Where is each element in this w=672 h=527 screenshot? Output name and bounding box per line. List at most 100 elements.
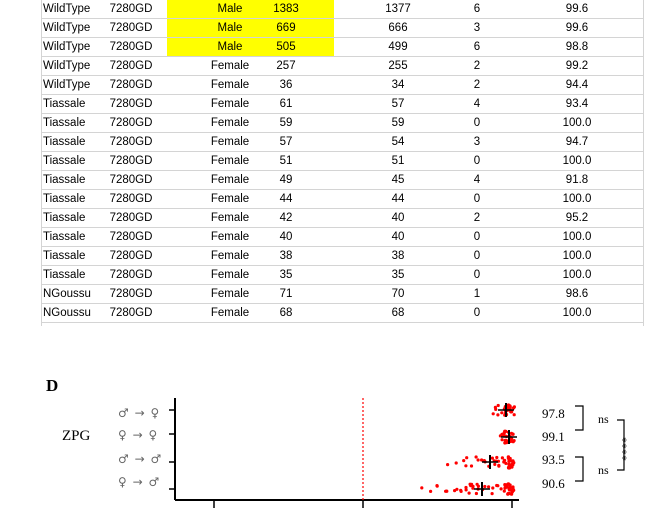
cell-survived: 1377: [385, 3, 411, 15]
cell-line: 7280GD: [109, 269, 153, 281]
cell-strain: WildType: [43, 60, 91, 72]
cell-line: 7280GD: [109, 212, 153, 224]
cell-total: 71: [279, 288, 293, 300]
table-row: Tiassale 7280GD Female 61 57 4 93.4: [41, 95, 644, 114]
cell-sex: Male: [167, 19, 333, 37]
group-label: ZPG: [62, 428, 91, 444]
cell-survived: 666: [388, 22, 408, 34]
cell-sex: Female: [167, 152, 333, 170]
cell-percent: 100.0: [562, 269, 592, 281]
cell-dead: 0: [473, 269, 481, 281]
cell-dead: 6: [473, 3, 481, 15]
cell-sex-text: Female: [210, 193, 250, 205]
cell-total: 669: [276, 22, 296, 34]
data-point: [491, 486, 495, 490]
cell-survived: 68: [391, 307, 405, 319]
data-point: [454, 461, 458, 465]
cell-sex-text: Female: [210, 307, 250, 319]
cell-dead: 6: [473, 41, 481, 53]
cell-percent: 91.8: [565, 174, 589, 186]
cell-percent: 95.2: [565, 212, 589, 224]
cell-sex-text: Female: [210, 155, 250, 167]
cell-percent: 98.8: [565, 41, 589, 53]
cell-sex: Female: [167, 171, 333, 189]
data-point: [469, 484, 473, 488]
cell-percent: 99.6: [565, 22, 589, 34]
table-row: Tiassale 7280GD Female 38 38 0 100.0: [41, 247, 644, 266]
cell-sex: Female: [167, 247, 333, 265]
data-point: [512, 439, 516, 443]
data-point: [480, 458, 484, 462]
cell-strain: WildType: [43, 22, 91, 34]
data-point: [493, 462, 497, 466]
cell-survived: 35: [391, 269, 405, 281]
cell-survived: 44: [391, 193, 405, 205]
data-point: [496, 403, 500, 408]
cell-total: 42: [279, 212, 293, 224]
cell-total: 49: [279, 174, 293, 186]
table-row: Tiassale 7280GD Female 57 54 3 94.7: [41, 133, 644, 152]
significance-label-lower: ns: [598, 463, 609, 477]
cross-label: ♂ → ♂: [118, 452, 163, 466]
data-point: [462, 459, 466, 463]
highlight-cell: [167, 19, 334, 37]
data-point: [509, 492, 514, 496]
bracket-overall: [617, 419, 625, 471]
data-point: [496, 484, 500, 488]
cell-dead: 3: [473, 136, 481, 148]
cell-line: 7280GD: [109, 117, 153, 129]
bracket-upper: [575, 405, 584, 431]
table-row: Tiassale 7280GD Female 59 59 0 100.0: [41, 114, 644, 133]
cell-sex: Male: [167, 38, 333, 56]
data-point: [446, 463, 450, 467]
cell-percent: 100.0: [562, 117, 592, 129]
cell-line: 7280GD: [109, 193, 153, 205]
cell-sex: Female: [167, 57, 333, 75]
cell-survived: 38: [391, 250, 405, 262]
cell-line: 7280GD: [109, 231, 153, 243]
cell-sex: Female: [167, 266, 333, 284]
data-point: [467, 491, 471, 495]
cell-strain: Tiassale: [43, 174, 86, 186]
data-point: [474, 491, 478, 496]
cell-total: 68: [279, 307, 293, 319]
table-row: WildType 7280GD Female 36 34 2 94.4: [41, 76, 644, 95]
data-point: [464, 485, 468, 490]
cell-percent: 94.7: [565, 136, 589, 148]
cell-dead: 4: [473, 174, 481, 186]
data-point: [429, 489, 433, 493]
data-point: [511, 485, 515, 489]
data-points: [420, 403, 517, 496]
cell-strain: Tiassale: [43, 117, 86, 129]
data-point: [500, 456, 504, 460]
data-point: [420, 486, 424, 490]
cell-sex-text: Female: [210, 79, 250, 91]
cell-sex: Female: [167, 76, 333, 94]
cell-sex: Female: [167, 95, 333, 113]
table-row: Tiassale 7280GD Female 44 44 0 100.0: [41, 190, 644, 209]
data-point: [507, 459, 511, 463]
cell-percent: 98.6: [565, 288, 589, 300]
cell-strain: Tiassale: [43, 155, 86, 167]
cell-line: 7280GD: [109, 79, 153, 91]
cell-dead: 1: [473, 288, 481, 300]
cell-sex: Female: [167, 285, 333, 303]
cell-sex: Female: [167, 190, 333, 208]
data-point: [497, 464, 501, 468]
cell-survived: 499: [388, 41, 408, 53]
cell-sex-text: Male: [217, 3, 243, 15]
data-point: [500, 411, 504, 415]
mean-value: 90.6: [542, 476, 565, 491]
cell-sex: Female: [167, 228, 333, 246]
cell-percent: 100.0: [562, 231, 592, 243]
data-point: [459, 488, 463, 492]
cell-percent: 94.4: [565, 79, 589, 91]
cell-sex: Female: [167, 114, 333, 132]
cell-percent: 100.0: [562, 193, 592, 205]
cell-line: 7280GD: [109, 307, 153, 319]
cell-sex-text: Female: [210, 136, 250, 148]
cell-line: 7280GD: [109, 136, 153, 148]
cell-strain: Tiassale: [43, 212, 86, 224]
data-point: [503, 429, 507, 433]
mean-value: 97.8: [542, 406, 565, 421]
